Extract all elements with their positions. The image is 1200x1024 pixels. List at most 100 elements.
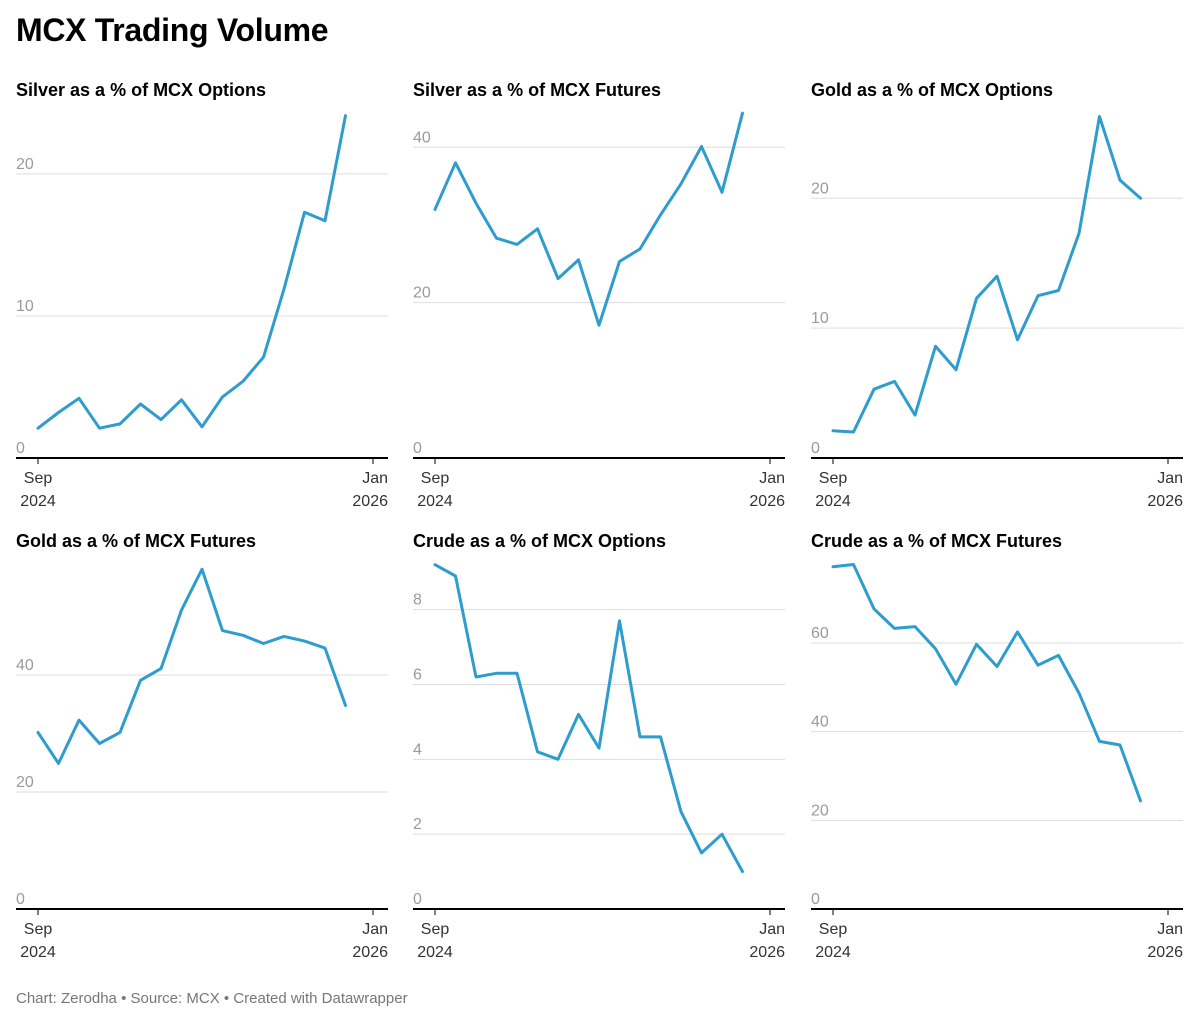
y-tick-label: 6 xyxy=(413,666,422,683)
data-point xyxy=(597,323,601,327)
x-tick-label: 2024 xyxy=(815,493,851,510)
data-point xyxy=(659,213,663,217)
data-point xyxy=(36,730,40,734)
data-point xyxy=(454,574,458,578)
data-point xyxy=(893,626,897,630)
data-point xyxy=(57,761,61,765)
data-point xyxy=(36,426,40,430)
data-point xyxy=(77,718,81,722)
x-tick-label: Jan xyxy=(362,921,388,938)
x-tick-label: 2024 xyxy=(20,944,56,961)
chart-title: Crude as a % of MCX Options xyxy=(413,531,667,551)
data-point xyxy=(98,426,102,430)
data-point xyxy=(200,567,204,571)
y-tick-label: 20 xyxy=(413,285,431,302)
y-tick-label: 0 xyxy=(811,440,820,457)
data-point xyxy=(597,746,601,750)
data-point xyxy=(679,810,683,814)
footer-chart-by: Chart: Zerodha xyxy=(16,990,117,1007)
chart-svg: 0 20 40 Sep 2024 Jan 2026 xyxy=(413,111,785,510)
chart-svg: 0 20 40 Sep 2024 Jan 2026 xyxy=(16,567,388,961)
data-point xyxy=(954,682,958,686)
data-point xyxy=(118,422,122,426)
y-tick-label: 0 xyxy=(16,440,25,457)
data-point xyxy=(1036,663,1040,667)
footer-created-with: Created with Datawrapper xyxy=(233,990,408,1007)
data-point xyxy=(741,870,745,874)
y-tick-label: 0 xyxy=(413,891,422,908)
chart-svg: 0 10 20 Sep 2024 Jan 2026 xyxy=(811,115,1183,510)
data-point xyxy=(303,210,307,214)
data-point xyxy=(995,274,999,278)
x-tick-label: Sep xyxy=(819,921,848,938)
y-tick-label: 0 xyxy=(413,440,422,457)
data-point xyxy=(1036,294,1040,298)
data-point xyxy=(872,387,876,391)
page-title: MCX Trading Volume xyxy=(16,12,329,48)
data-point xyxy=(659,735,663,739)
x-tick-label: 2026 xyxy=(1147,493,1183,510)
chart-panel: Silver as a % of MCX Options 0 10 20 Sep 202… xyxy=(16,80,388,520)
x-tick-label: Sep xyxy=(421,470,450,487)
data-point xyxy=(262,355,266,359)
y-tick-label: 2 xyxy=(413,816,422,833)
data-point xyxy=(618,619,622,623)
data-point xyxy=(1118,743,1122,747)
data-point xyxy=(200,425,204,429)
series-line xyxy=(433,111,744,327)
data-point xyxy=(241,633,245,637)
data-point xyxy=(159,667,163,671)
data-point xyxy=(995,665,999,669)
x-tick-label: 2026 xyxy=(352,493,388,510)
data-point xyxy=(975,642,979,646)
data-point xyxy=(323,219,327,223)
chart-panel: Gold as a % of MCX Options 0 10 20 Sep 2024 J… xyxy=(811,80,1183,520)
chart-title: Crude as a % of MCX Futures xyxy=(811,531,1063,551)
chart-title: Gold as a % of MCX Futures xyxy=(16,531,257,551)
data-point xyxy=(98,742,102,746)
data-point xyxy=(344,704,348,708)
data-point xyxy=(282,634,286,638)
data-point xyxy=(474,201,478,205)
data-point xyxy=(1077,231,1081,235)
data-point xyxy=(934,647,938,651)
chart-title: Gold as a % of MCX Options xyxy=(811,80,1054,100)
data-point xyxy=(303,639,307,643)
y-tick-label: 40 xyxy=(16,657,34,674)
y-tick-label: 20 xyxy=(16,774,34,791)
y-tick-label: 0 xyxy=(16,891,25,908)
data-point xyxy=(1057,289,1061,293)
data-point xyxy=(913,413,917,417)
data-point xyxy=(831,565,835,569)
data-point xyxy=(720,832,724,836)
data-point xyxy=(495,671,499,675)
x-tick-label: Jan xyxy=(759,921,785,938)
data-point xyxy=(180,398,184,402)
data-point xyxy=(954,368,958,372)
data-point xyxy=(577,258,581,262)
data-point xyxy=(536,750,540,754)
chart-panel: Crude as a % of MCX Options 0 2 4 6 8 Sep 2024… xyxy=(413,531,785,971)
footer-separator: • xyxy=(223,990,230,1007)
x-tick-label: 2024 xyxy=(20,493,56,510)
data-point xyxy=(638,735,642,739)
footer-separator: • xyxy=(121,990,127,1007)
data-point xyxy=(1139,799,1143,803)
data-point xyxy=(700,851,704,855)
y-tick-label: 10 xyxy=(811,310,829,327)
y-tick-label: 20 xyxy=(811,180,829,197)
chart-panel: Silver as a % of MCX Futures 0 20 40 Sep 202… xyxy=(413,80,785,520)
y-tick-label: 40 xyxy=(413,129,431,146)
data-point xyxy=(872,607,876,611)
series-line xyxy=(831,563,1142,803)
chart-footer: Chart: Zerodha • Source: MCX • Created w… xyxy=(16,990,408,1007)
data-point xyxy=(913,625,917,629)
chart-svg: 0 2 4 6 8 Sep 2024 Jan 2026 xyxy=(413,563,785,961)
data-point xyxy=(454,161,458,165)
data-point xyxy=(159,418,163,422)
x-tick-label: 2024 xyxy=(417,944,453,961)
data-point xyxy=(852,430,856,434)
data-point xyxy=(700,145,704,149)
data-point xyxy=(433,563,437,567)
data-point xyxy=(1057,653,1061,657)
